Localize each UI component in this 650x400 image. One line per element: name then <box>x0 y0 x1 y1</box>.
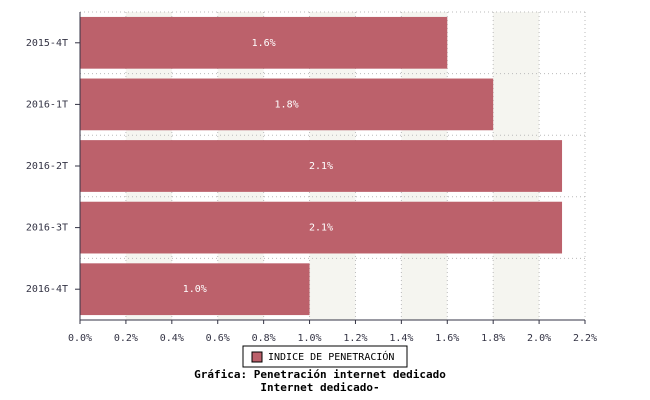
x-tick-label: 1.4% <box>389 333 413 344</box>
legend-swatch <box>251 351 263 363</box>
bar-label: 1.6% <box>252 38 276 49</box>
x-tick-label: 2.2% <box>573 333 597 344</box>
bar <box>80 140 563 192</box>
x-tick-label: 2.0% <box>527 333 551 344</box>
chart-subtitle: Internet dedicado- <box>260 381 379 394</box>
x-tick-label: 1.0% <box>297 333 321 344</box>
bar <box>80 78 494 131</box>
x-tick-label: 0.4% <box>160 333 184 344</box>
chart-title: Gráfica: Penetración internet dedicado <box>194 368 446 381</box>
bar-label: 2.1% <box>309 223 333 234</box>
bar-label: 1.8% <box>275 99 299 110</box>
y-tick-label: 2016-1T <box>26 99 68 110</box>
x-tick-label: 0.2% <box>114 333 138 344</box>
y-tick-label: 2016-4T <box>26 284 68 295</box>
y-tick-label: 2016-2T <box>26 161 68 172</box>
x-tick-label: 1.8% <box>481 333 505 344</box>
legend-label: INDICE DE PENETRACIÓN <box>268 350 394 363</box>
legend-box <box>242 345 408 368</box>
bars <box>80 16 563 316</box>
bar <box>80 263 310 316</box>
x-tick-label: 0.8% <box>252 333 276 344</box>
bar <box>80 16 448 69</box>
x-tick-label: 1.2% <box>343 333 367 344</box>
y-tick-label: 2015-4T <box>26 38 68 49</box>
bar <box>80 201 563 254</box>
x-tick-label: 1.6% <box>435 333 459 344</box>
x-tick-label: 0.0% <box>68 333 92 344</box>
x-tick-label: 0.6% <box>206 333 230 344</box>
bar-label: 1.0% <box>183 284 207 295</box>
bar-label: 2.1% <box>309 161 333 172</box>
y-tick-label: 2016-3T <box>26 223 68 234</box>
